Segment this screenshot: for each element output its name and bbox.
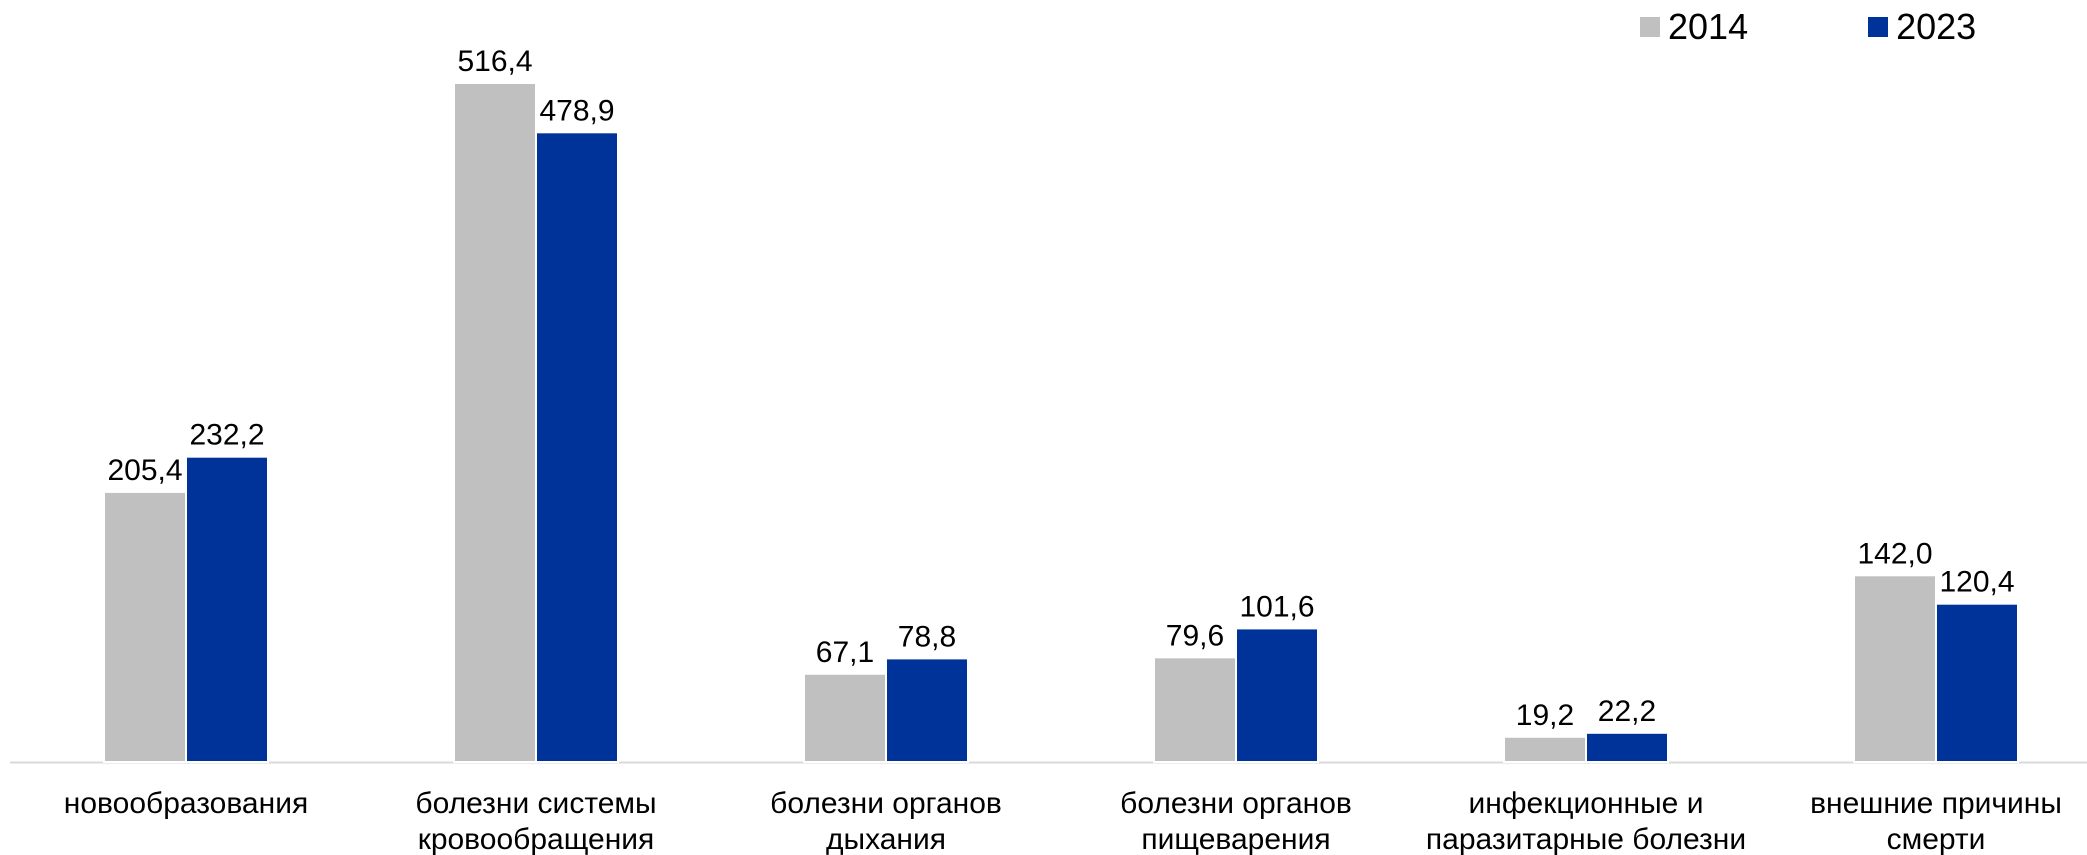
legend-swatch-2023 <box>1868 17 1889 37</box>
data-label-2023-0: 232,2 <box>189 419 264 452</box>
data-label-2014-3: 79,6 <box>1166 619 1224 652</box>
legend-swatch-2014 <box>1640 17 1660 37</box>
legend-label-2014: 2014 <box>1668 6 1749 47</box>
bar-2023-4 <box>1585 731 1669 763</box>
legend-item-2014: 2014 <box>1640 6 1748 48</box>
chart-legend: 2014 2023 <box>1640 6 1976 48</box>
data-label-2014-1: 516,4 <box>457 45 532 78</box>
category-label-5-line-0: внешние причины <box>1810 787 2062 820</box>
category-label-1-line-1: кровообращения <box>418 823 655 855</box>
data-label-2023-4: 22,2 <box>1598 695 1656 728</box>
category-label-1-line-0: болезни системы <box>415 787 656 820</box>
bar-2014-2 <box>803 672 887 764</box>
data-label-2014-4: 19,2 <box>1516 699 1574 732</box>
category-label-3-line-1: пищеварения <box>1141 823 1330 855</box>
category-label-0-line-0: новообразования <box>64 787 308 820</box>
bar-2014-4 <box>1503 735 1587 764</box>
data-label-2014-2: 67,1 <box>816 636 874 669</box>
data-label-2023-5: 120,4 <box>1939 566 2014 599</box>
legend-label-2023: 2023 <box>1896 6 1977 47</box>
bar-2014-3 <box>1153 656 1237 764</box>
category-label-4-line-0: инфекционные и <box>1469 787 1704 820</box>
category-label-5-line-1: смерти <box>1887 823 1986 855</box>
bar-2023-5 <box>1935 602 2019 763</box>
data-label-2014-0: 205,4 <box>107 454 182 487</box>
data-label-2023-1: 478,9 <box>539 94 614 127</box>
category-label-3-line-0: болезни органов <box>1120 787 1352 820</box>
bar-2014-0 <box>103 490 187 763</box>
bar-2023-1 <box>535 131 619 764</box>
category-label-4-line-1: паразитарные болезни <box>1426 823 1746 855</box>
bar-2023-0 <box>185 455 269 763</box>
bar-2014-5 <box>1853 574 1937 763</box>
category-label-2-line-0: болезни органов <box>770 787 1002 820</box>
bar-2014-1 <box>453 82 537 763</box>
bar-2023-2 <box>885 657 969 763</box>
category-label-2-line-1: дыхания <box>826 823 946 855</box>
data-label-2023-2: 78,8 <box>898 620 956 653</box>
data-label-2014-5: 142,0 <box>1857 537 1932 570</box>
data-label-2023-3: 101,6 <box>1239 590 1314 623</box>
legend-item-2023: 2023 <box>1868 6 1976 48</box>
bar-2023-3 <box>1235 627 1319 764</box>
